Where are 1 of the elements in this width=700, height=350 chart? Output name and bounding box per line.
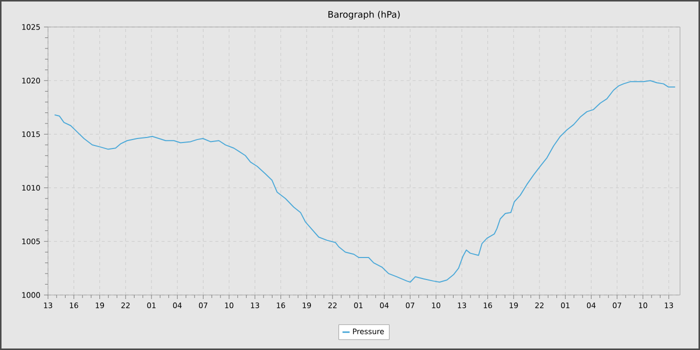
chart-title: Barograph (hPa) [328,10,400,20]
